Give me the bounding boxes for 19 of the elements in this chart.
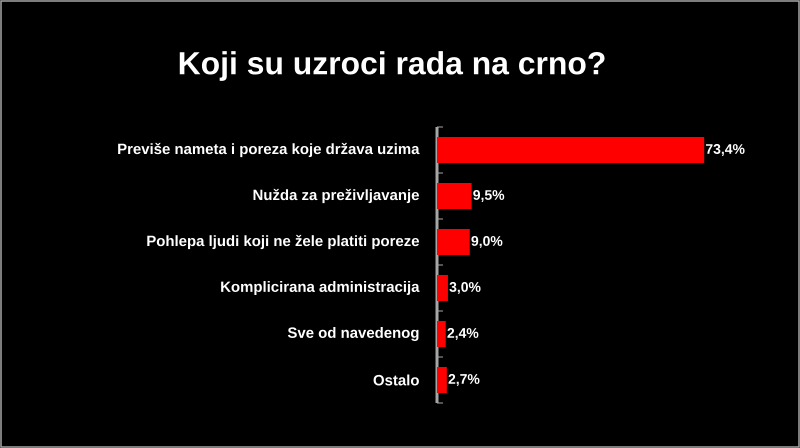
bar [437, 320, 446, 347]
data-label: 3,0% [449, 282, 481, 294]
chart-title: Koji su uzroci rada na crno? [180, 51, 605, 81]
y-tick-label: Nužda za preživljavanje [254, 188, 419, 204]
y-tick-label: Previše nameta i poreza koje država uzima [118, 142, 420, 158]
data-label: 2,4% [447, 328, 478, 340]
data-label: 73,4% [706, 144, 745, 156]
data-label: 9,0% [471, 236, 502, 248]
bar [437, 274, 448, 301]
bar [437, 228, 470, 255]
y-tick-label: Komplicirana administracija [221, 281, 420, 295]
bar [437, 366, 447, 393]
y-tick-label: Sve od navedenog [288, 326, 418, 341]
bar [437, 136, 704, 163]
y-tick-label: Ostalo [374, 374, 419, 386]
data-label: 9,5% [473, 190, 504, 202]
bar [437, 182, 472, 209]
y-tick-label: Pohlepa ljudi koji ne žele platiti poreze [147, 234, 419, 250]
data-label: 2,7% [448, 374, 480, 386]
